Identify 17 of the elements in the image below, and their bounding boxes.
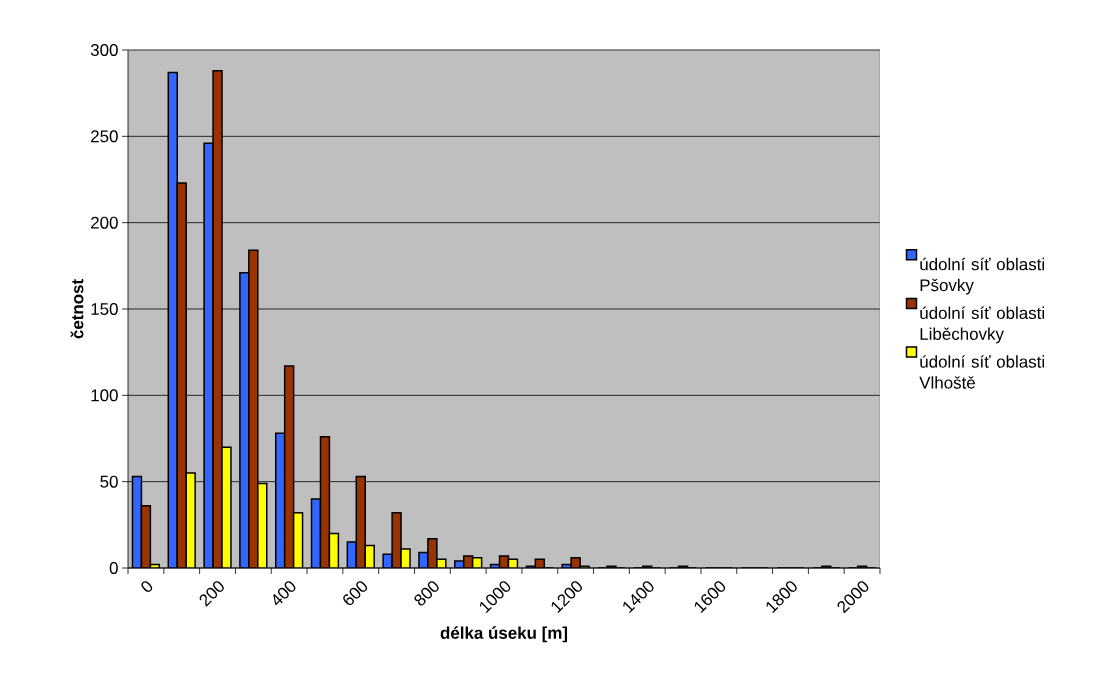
x-tick-label: 600 xyxy=(343,581,368,606)
legend-label: údolní síť oblasti Vlhoště xyxy=(919,355,1044,389)
x-tick-label: 0 xyxy=(141,581,153,592)
y-tick-label: 300 xyxy=(90,43,118,56)
x-axis-title: délka úseku [m] xyxy=(440,626,568,643)
y-axis-title: četnost xyxy=(70,279,84,339)
x-tick-label: 200 xyxy=(199,581,224,607)
legend-label: údolní síť oblasti Pšovky xyxy=(920,257,1044,295)
y-tick-label: 0 xyxy=(109,562,118,574)
y-tick-label: 200 xyxy=(91,216,118,229)
y-tick-label: 150 xyxy=(91,303,118,315)
x-tick-label: 800 xyxy=(414,581,439,606)
x-tick-label: 400 xyxy=(273,581,296,606)
y-tick-label: 100 xyxy=(91,389,118,402)
y-tick-label: 250 xyxy=(91,130,118,143)
legend-label: údolní síť oblasti Liběchovky xyxy=(920,306,1044,344)
y-tick-label: 50 xyxy=(100,475,118,488)
